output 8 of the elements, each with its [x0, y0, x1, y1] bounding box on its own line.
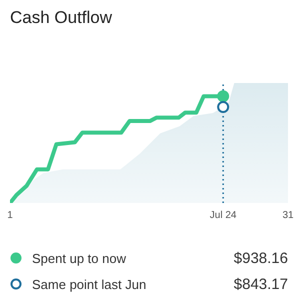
- legend-label: Same point last Jun: [32, 276, 148, 292]
- chart-title: Cash Outflow: [10, 8, 112, 28]
- text: $843.17: [234, 276, 288, 292]
- x-tick-label: Jul 24: [210, 210, 237, 222]
- x-tick-label: 31: [282, 210, 294, 222]
- text: $938.16: [234, 250, 288, 266]
- x-tick-label: 1: [7, 210, 14, 222]
- legend-label: Spent up to now: [32, 250, 127, 266]
